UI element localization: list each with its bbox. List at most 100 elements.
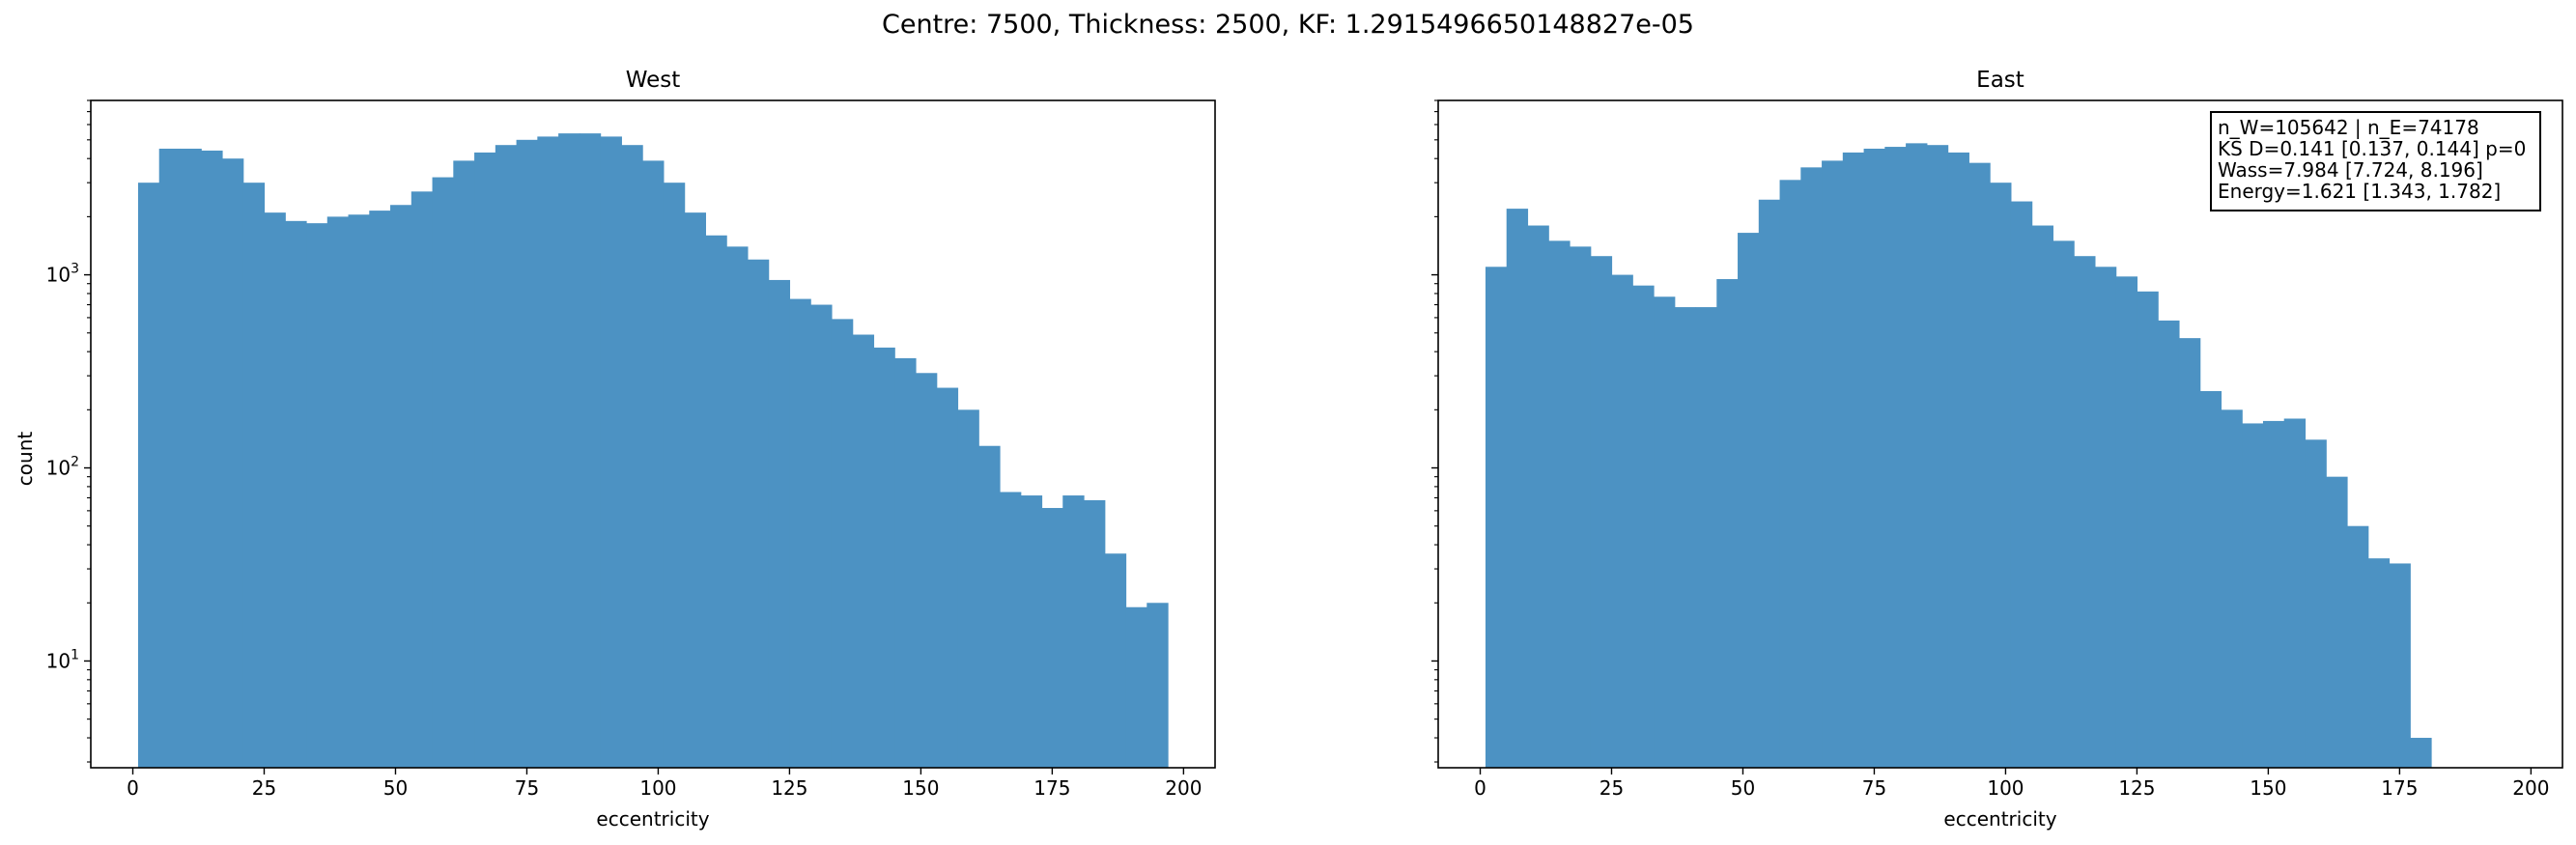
histogram-bar — [1695, 307, 1717, 768]
histogram-bar — [1990, 183, 2012, 768]
histogram-bar — [1569, 246, 1592, 768]
histogram-bar — [726, 246, 749, 768]
histogram-bar — [915, 373, 938, 768]
histogram-bar — [621, 145, 643, 768]
y-tick-label: 102 — [46, 455, 79, 480]
x-axis-label-east: eccentricity — [1943, 807, 2057, 831]
x-tick-label: 100 — [639, 776, 676, 800]
histogram-bar — [2031, 225, 2053, 768]
histogram-bar — [390, 205, 412, 768]
x-tick-label: 125 — [771, 776, 807, 800]
panel-title-east: East — [1976, 68, 2024, 93]
histogram-bar — [1611, 274, 1633, 768]
histogram-bar — [1125, 606, 1147, 768]
histogram-bar — [201, 150, 223, 768]
histogram-bar — [2389, 563, 2411, 768]
histogram-bar — [1506, 209, 1529, 769]
histogram-bar — [1104, 553, 1127, 768]
histogram-bar — [2158, 320, 2180, 768]
axes-frame — [1437, 99, 2563, 769]
histogram-bar — [1926, 145, 1949, 768]
histogram-bar — [642, 160, 665, 768]
histogram-bar — [180, 148, 202, 768]
histogram-bar — [2010, 201, 2033, 768]
histogram-bar — [1716, 279, 1739, 768]
y-tick-label: 101 — [46, 647, 79, 672]
histogram-bar — [747, 259, 770, 768]
histogram-bar — [2074, 256, 2096, 768]
histogram-bar — [2283, 418, 2307, 768]
x-tick-label: 0 — [127, 776, 139, 800]
histogram-bar — [831, 319, 854, 768]
histogram-bar — [1146, 603, 1169, 768]
histogram-bar — [2137, 291, 2159, 768]
x-tick-label: 100 — [1987, 776, 2024, 800]
histogram-bar — [1674, 307, 1697, 768]
histogram-bar — [810, 304, 833, 768]
histogram-bar — [2346, 525, 2369, 768]
histogram-bar — [957, 409, 979, 768]
histogram-bar — [410, 191, 434, 768]
histogram-bar — [2367, 558, 2391, 768]
histogram-bar — [2115, 276, 2138, 768]
x-tick-label: 150 — [902, 776, 939, 800]
histogram-bar — [285, 220, 307, 768]
histogram-bar — [1884, 147, 1907, 768]
histogram-bar — [873, 347, 895, 768]
histogram-bar — [495, 145, 518, 768]
y-tick-label: 103 — [46, 262, 79, 287]
histogram-bar — [158, 148, 182, 768]
x-tick-label: 200 — [1165, 776, 1202, 800]
x-tick-label: 25 — [252, 776, 276, 800]
histogram-bar — [558, 133, 580, 769]
histogram-bar — [1485, 267, 1508, 769]
histogram-bar — [1822, 160, 1844, 768]
histogram-bar — [264, 212, 286, 768]
histogram-bar — [894, 357, 917, 768]
histogram-bar — [663, 183, 686, 768]
histogram-bar — [1084, 500, 1106, 768]
y-axis-label: count — [14, 431, 37, 487]
histogram-bar — [1548, 240, 1571, 768]
stats-line: KS D=0.141 [0.137, 0.144] p=0 — [2218, 137, 2527, 160]
x-tick-label: 75 — [1862, 776, 1886, 800]
x-tick-label: 175 — [1033, 776, 1070, 800]
histogram-bar — [1800, 167, 1823, 768]
stats-line: Energy=1.621 [1.343, 1.782] — [2218, 180, 2502, 203]
figure-title: Centre: 7500, Thickness: 2500, KF: 1.291… — [882, 10, 1694, 40]
histogram-bar — [453, 160, 475, 768]
x-tick-label: 75 — [515, 776, 539, 800]
histogram-bar — [2221, 409, 2243, 768]
histogram-bar — [1758, 199, 1781, 768]
histogram-bar — [789, 298, 811, 768]
x-axis-label-west: eccentricity — [596, 807, 710, 831]
histogram-bar — [2178, 338, 2201, 768]
histogram-bar — [2052, 240, 2075, 768]
histogram-bar — [684, 212, 706, 768]
histogram-bar — [242, 183, 266, 768]
histogram-bar — [348, 214, 370, 768]
histogram-bar — [1527, 225, 1549, 768]
x-tick-label: 50 — [1731, 776, 1755, 800]
histogram-bar — [2262, 420, 2285, 768]
x-tick-label: 25 — [1599, 776, 1624, 800]
histogram-bar — [1020, 495, 1043, 768]
x-tick-label: 200 — [2512, 776, 2549, 800]
stats-line: n_W=105642 | n_E=74178 — [2218, 116, 2479, 139]
histogram-bar — [1947, 152, 1969, 768]
histogram-bar — [1779, 180, 1801, 768]
stats-legend-box: n_W=105642 | n_E=74178 KS D=0.141 [0.137… — [2210, 111, 2541, 211]
histogram-bar — [537, 136, 559, 769]
histogram-bar — [1863, 148, 1885, 768]
histogram-bar — [600, 136, 622, 769]
histogram-bar — [1968, 162, 1991, 768]
axes-frame — [90, 99, 1216, 769]
histogram-bar — [2326, 476, 2348, 768]
x-tick-label: 150 — [2250, 776, 2286, 800]
x-tick-label: 50 — [383, 776, 408, 800]
histogram-bar — [137, 183, 160, 768]
x-tick-label: 0 — [1474, 776, 1486, 800]
histogram-bar — [2242, 423, 2264, 768]
